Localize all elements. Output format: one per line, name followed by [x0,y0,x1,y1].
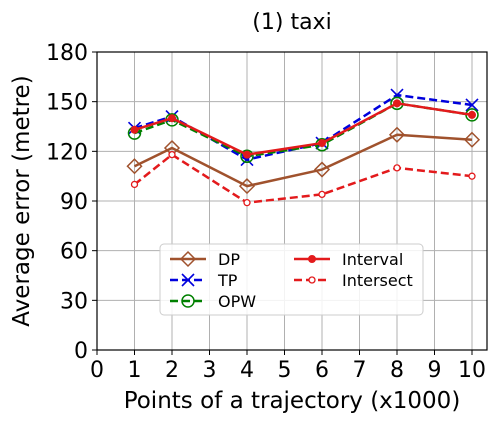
legend-item-tp: TP [170,271,238,290]
x-axis-label: Points of a trajectory (x1000) [124,388,461,414]
x-axis: 0 1 2 3 4 5 6 7 8 9 10 [90,350,486,383]
legend-label: OPW [218,292,256,311]
legend-swatch-marker [181,294,195,308]
x-tick-label: 5 [278,358,292,383]
series-layer [126,88,481,207]
y-axis: 0 30 60 90 120 150 180 [46,41,97,364]
series-line [134,102,473,156]
data-point [168,114,176,123]
data-point [465,98,479,112]
data-point [126,158,143,175]
x-marker-stroke [465,98,479,112]
y-tick-label: 30 [60,289,88,314]
x-tick-label: 10 [458,358,486,383]
y-tick-label: 90 [60,190,88,215]
data-point [393,164,401,172]
data-point [318,190,326,199]
legend-box [159,243,424,316]
series-line [133,133,473,188]
series-line [134,93,473,161]
x-marker-stroke [181,273,195,287]
x-tick-label: 8 [390,358,404,383]
x-tick-label: 2 [165,358,179,383]
legend-item-intersect: Intersect [294,271,413,290]
legend-label: DP [218,250,240,269]
data-point [168,150,176,159]
series-line [133,153,473,204]
data-point [313,161,331,178]
y-axis-label: Average error (metre) [9,75,35,326]
data-point [468,172,476,180]
data-point [243,150,251,159]
legend-item-opw: OPW [170,292,256,311]
data-point [463,131,481,148]
legend: DP TP OPW Interval Intersect [159,243,424,316]
legend-swatch-marker [181,273,195,287]
chart-title: (1) taxi [252,10,331,35]
y-tick-label: 120 [46,140,88,165]
legend-item-interval: Interval [294,250,403,269]
data-point [240,149,254,164]
y-tick-label: 180 [46,41,88,66]
series-tp [127,88,479,167]
x-tick-label: 6 [315,358,329,383]
x-tick-label: 4 [240,358,254,383]
x-tick-label: 3 [203,358,217,383]
legend-swatch-marker [308,255,316,263]
legend-swatch-marker [308,276,316,284]
legend-swatch-marker [179,250,197,268]
x-tick-label: 7 [353,358,367,383]
data-point [468,110,476,119]
data-point [393,99,401,108]
y-tick-label: 60 [60,240,88,265]
y-tick-label: 0 [74,339,88,364]
legend-label: Interval [342,250,403,269]
data-point [130,180,139,189]
legend-item-dp: DP [170,250,240,269]
x-tick-label: 0 [90,358,104,383]
series-dp [126,126,481,195]
data-point [388,126,406,143]
x-tick-label: 9 [428,358,442,383]
data-point [238,178,256,195]
y-tick-label: 150 [46,91,88,116]
data-point [130,125,139,134]
series-interval [130,99,476,159]
x-tick-label: 1 [128,358,142,383]
legend-label: TP [217,271,238,290]
series-intersect [130,150,476,207]
data-point [318,139,326,148]
series-line [134,102,473,158]
data-point [243,199,251,207]
legend-label: Intersect [342,271,413,290]
